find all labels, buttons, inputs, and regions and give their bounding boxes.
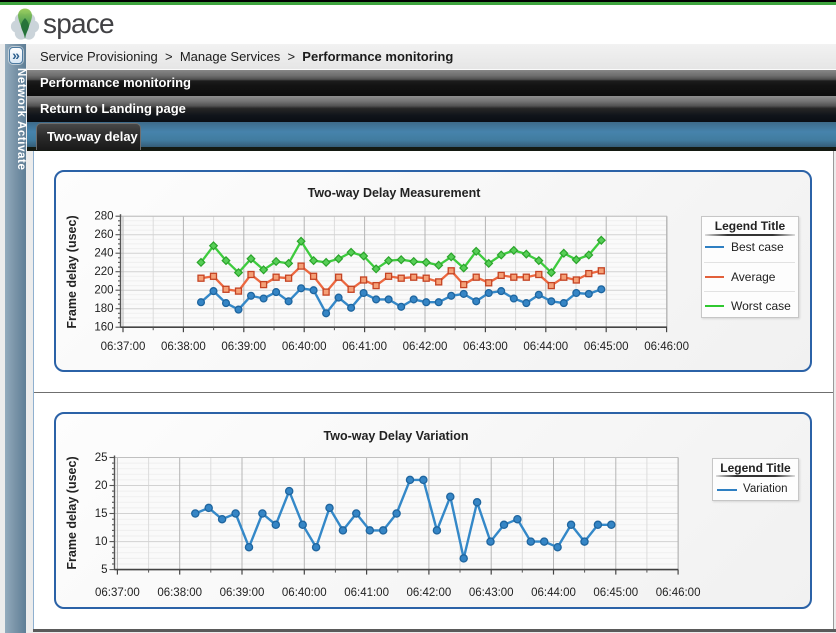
svg-text:25: 25 — [95, 452, 108, 464]
svg-text:280: 280 — [94, 211, 113, 223]
svg-text:Two-way Delay Measurement: Two-way Delay Measurement — [308, 186, 482, 200]
svg-text:06:37:00: 06:37:00 — [101, 341, 146, 353]
svg-text:06:38:00: 06:38:00 — [161, 341, 206, 353]
svg-text:06:46:00: 06:46:00 — [656, 587, 701, 599]
svg-text:06:41:00: 06:41:00 — [342, 341, 387, 353]
svg-text:220: 220 — [94, 266, 113, 278]
svg-text:Frame delay (usec): Frame delay (usec) — [65, 215, 79, 328]
svg-text:06:39:00: 06:39:00 — [221, 341, 266, 353]
svg-text:06:38:00: 06:38:00 — [157, 587, 202, 599]
svg-text:160: 160 — [94, 322, 113, 334]
svg-text:Frame delay (usec): Frame delay (usec) — [65, 456, 79, 569]
svg-text:200: 200 — [94, 285, 113, 297]
svg-text:06:46:00: 06:46:00 — [644, 341, 689, 353]
svg-text:06:43:00: 06:43:00 — [469, 587, 514, 599]
svg-text:06:39:00: 06:39:00 — [220, 587, 265, 599]
svg-text:5: 5 — [101, 564, 107, 576]
svg-text:20: 20 — [95, 480, 108, 492]
svg-text:Two-way Delay Variation: Two-way Delay Variation — [324, 429, 469, 443]
svg-text:06:44:00: 06:44:00 — [531, 587, 576, 599]
svg-text:06:37:00: 06:37:00 — [95, 587, 140, 599]
svg-text:15: 15 — [95, 508, 108, 520]
svg-text:06:42:00: 06:42:00 — [407, 587, 452, 599]
svg-text:180: 180 — [94, 303, 113, 315]
svg-text:06:44:00: 06:44:00 — [523, 341, 568, 353]
svg-text:240: 240 — [94, 248, 113, 260]
svg-text:06:45:00: 06:45:00 — [584, 341, 629, 353]
svg-text:06:43:00: 06:43:00 — [463, 341, 508, 353]
svg-text:260: 260 — [94, 229, 113, 241]
svg-text:06:40:00: 06:40:00 — [282, 587, 327, 599]
svg-text:10: 10 — [95, 536, 108, 548]
svg-text:06:45:00: 06:45:00 — [593, 587, 638, 599]
svg-text:06:42:00: 06:42:00 — [403, 341, 448, 353]
svg-text:06:40:00: 06:40:00 — [282, 341, 327, 353]
svg-text:06:41:00: 06:41:00 — [344, 587, 389, 599]
